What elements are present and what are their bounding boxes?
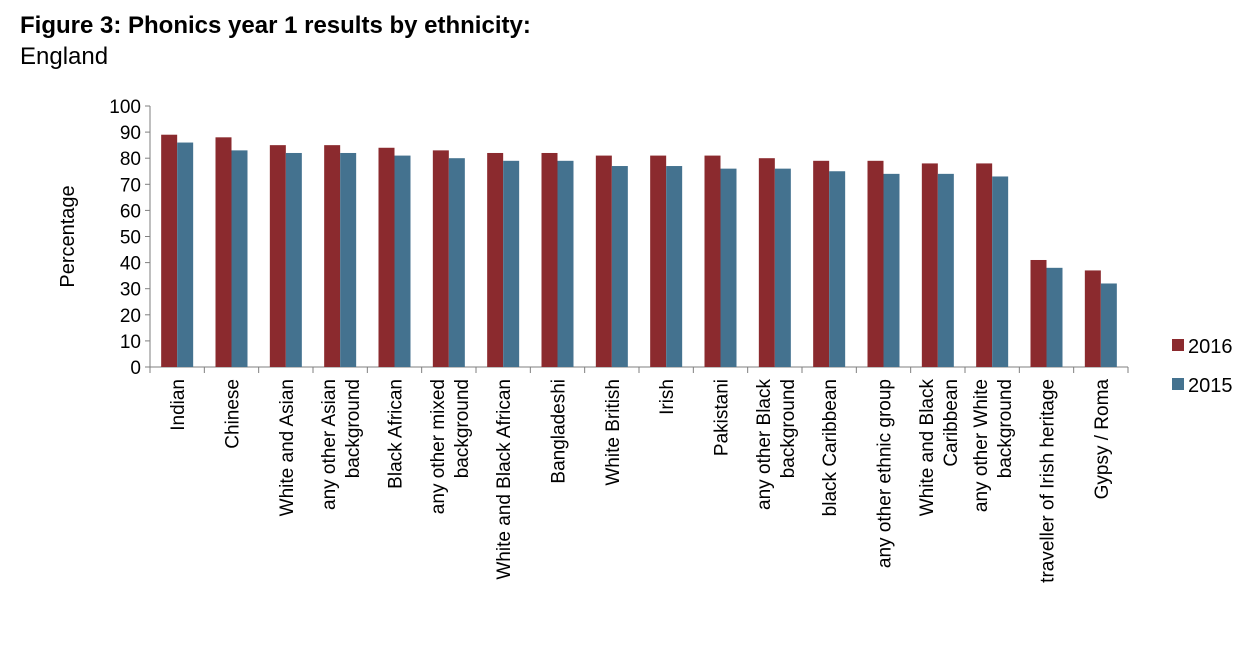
bar-2015-1 bbox=[231, 150, 248, 367]
bar-2015-10 bbox=[720, 168, 737, 367]
y-tick-label: 80 bbox=[120, 149, 141, 170]
y-tick-label: 100 bbox=[109, 97, 141, 118]
x-category-label: any other mixed bbox=[428, 379, 449, 514]
x-category-label: background bbox=[343, 379, 364, 478]
bar-2015-8 bbox=[611, 166, 628, 367]
bar-2016-9 bbox=[650, 155, 667, 367]
bar-2016-15 bbox=[976, 163, 993, 367]
bar-2015-17 bbox=[1100, 283, 1117, 367]
x-category-label: White and Black African bbox=[494, 379, 515, 580]
bar-2015-16 bbox=[1046, 267, 1063, 367]
bar-2015-3 bbox=[340, 152, 357, 367]
bar-2016-11 bbox=[758, 158, 775, 367]
x-category-label: background bbox=[452, 379, 473, 478]
y-tick-label: 40 bbox=[120, 254, 141, 275]
bar-2015-15 bbox=[992, 176, 1009, 367]
bar-2016-6 bbox=[487, 152, 504, 367]
bar-2015-2 bbox=[285, 152, 302, 367]
bar-2016-8 bbox=[595, 155, 612, 367]
bar-2016-5 bbox=[432, 150, 449, 367]
y-axis-title: Percentage bbox=[57, 185, 79, 287]
y-tick-label: 90 bbox=[120, 123, 141, 144]
x-category-label: traveller of Irish heritage bbox=[1038, 379, 1059, 583]
bar-2015-14 bbox=[937, 173, 954, 367]
chart-title: Figure 3: Phonics year 1 results by ethn… bbox=[20, 12, 531, 39]
bar-2016-3 bbox=[324, 145, 341, 367]
y-tick-label: 60 bbox=[120, 201, 141, 222]
bar-2015-0 bbox=[177, 142, 194, 367]
legend-label-2016: 2016 bbox=[1188, 336, 1233, 358]
bar-2015-5 bbox=[448, 158, 465, 367]
x-category-label: Indian bbox=[168, 379, 189, 431]
y-tick-label: 10 bbox=[120, 332, 141, 353]
x-category-label: any other ethnic group bbox=[875, 379, 896, 568]
legend-swatch-2016 bbox=[1172, 339, 1184, 351]
x-category-label: Irish bbox=[657, 379, 678, 415]
bar-2015-9 bbox=[666, 166, 683, 367]
bar-2016-12 bbox=[813, 160, 830, 367]
legend-swatch-2015 bbox=[1172, 378, 1184, 390]
x-category-label: Chinese bbox=[223, 379, 244, 449]
bar-2016-14 bbox=[921, 163, 938, 367]
x-category-label: black Caribbean bbox=[820, 379, 841, 516]
bar-2015-7 bbox=[557, 160, 574, 367]
bar-2015-6 bbox=[503, 160, 520, 367]
x-category-label: Gypsy / Roma bbox=[1092, 379, 1113, 500]
y-tick-label: 0 bbox=[130, 358, 141, 379]
x-category-label: Black African bbox=[386, 379, 407, 489]
x-category-label: Caribbean bbox=[941, 379, 962, 467]
bar-2015-4 bbox=[394, 155, 411, 367]
bar-2015-11 bbox=[774, 168, 791, 367]
x-category-label: background bbox=[778, 379, 799, 478]
x-category-label: Pakistani bbox=[712, 379, 733, 456]
x-category-label: background bbox=[995, 379, 1016, 478]
bar-2016-7 bbox=[541, 152, 558, 367]
legend-label-2015: 2015 bbox=[1188, 375, 1233, 397]
x-category-label: White and Black bbox=[917, 379, 938, 517]
x-category-label: Bangladeshi bbox=[549, 379, 570, 484]
bar-2016-1 bbox=[215, 137, 232, 367]
x-category-label: White and Asian bbox=[277, 379, 298, 516]
bar-2016-2 bbox=[269, 145, 286, 367]
bar-2015-12 bbox=[829, 171, 846, 367]
bar-2016-4 bbox=[378, 147, 395, 367]
y-tick-label: 30 bbox=[120, 280, 141, 301]
x-category-label: any other Asian bbox=[319, 379, 340, 510]
bar-2016-10 bbox=[704, 155, 721, 367]
x-category-label: White British bbox=[603, 379, 624, 486]
chart-subtitle: England bbox=[20, 43, 109, 70]
bar-2016-16 bbox=[1030, 259, 1047, 367]
x-category-label: any other Black bbox=[754, 379, 775, 510]
y-tick-label: 20 bbox=[120, 306, 141, 327]
x-category-label: any other White bbox=[971, 379, 992, 512]
bar-2015-13 bbox=[883, 173, 900, 367]
bar-2016-13 bbox=[867, 160, 884, 367]
y-tick-label: 70 bbox=[120, 175, 141, 196]
y-tick-label: 50 bbox=[120, 228, 141, 249]
bar-2016-0 bbox=[161, 134, 178, 367]
bar-2016-17 bbox=[1084, 270, 1101, 367]
